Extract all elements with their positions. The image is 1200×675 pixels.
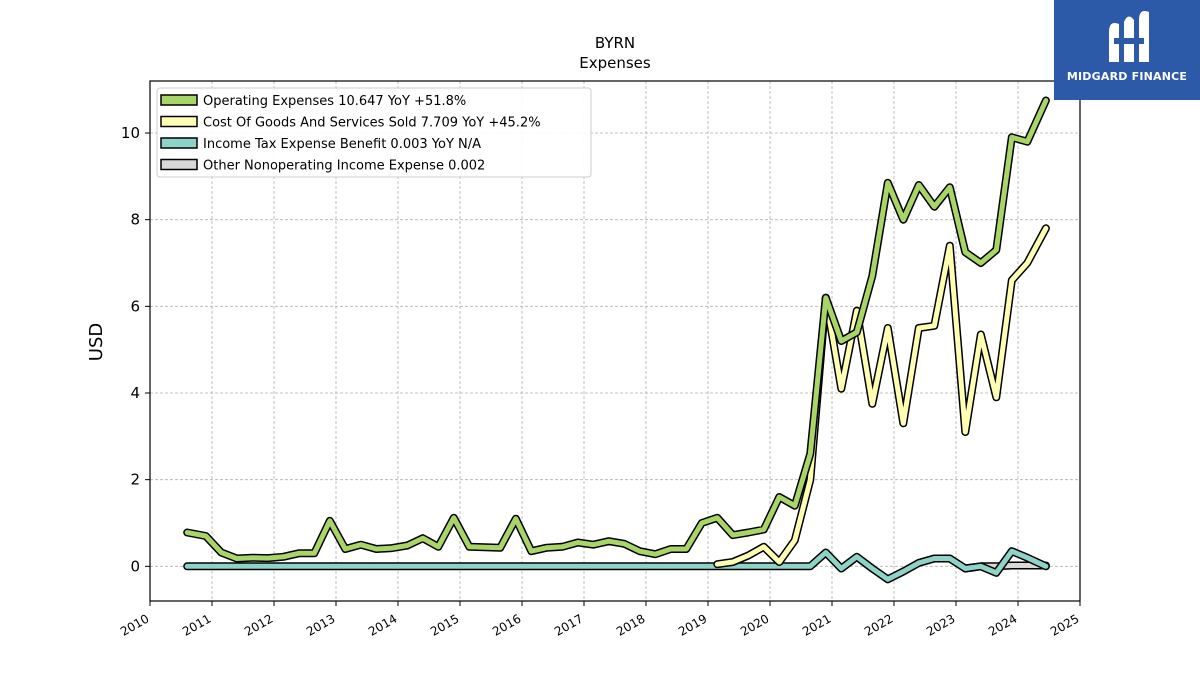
plot-frame [149,80,1081,602]
legend-entry: Cost Of Goods And Services Sold 7.709 Yo… [203,116,541,131]
x-tick-label: 2025 [1048,611,1081,638]
x-tick-label: 2015 [428,611,461,638]
y-tick-label: 8 [130,211,140,229]
legend-entry: Other Nonoperating Income Expense 0.002 [203,159,485,174]
series-stroke [714,225,1049,567]
legend-swatch [160,94,198,106]
y-tick-label: 0 [130,557,140,575]
legend-swatch [160,115,198,128]
x-tick-label: 2010 [118,611,151,638]
chart-title: BYRN [595,34,635,52]
brand-name: MIDGARD FINANCE [1066,70,1188,83]
brand-mark-icon [1109,11,1149,63]
x-tick-label: 2016 [490,611,523,638]
y-tick-label: 10 [121,124,140,142]
x-tick-label: 2022 [862,611,895,638]
series-line-2 [183,547,1050,584]
x-tick-label: 2013 [304,611,337,638]
y-tick-label: 2 [130,471,140,489]
x-tick-label: 2018 [614,611,647,638]
series-layer [183,96,1050,584]
y-tick-label: 4 [130,384,140,402]
series-line-1 [713,224,1050,569]
x-tick-label: 2017 [552,611,585,638]
y-tick-label: 6 [130,297,140,315]
y-axis: 0 2 4 6 8 10 [121,124,150,575]
series-stroke [184,98,1049,561]
x-tick-label: 2019 [676,611,709,638]
series-stroke [184,548,1049,582]
legend-swatch [160,137,198,149]
x-tick-label: 2023 [924,611,957,638]
chart-subtitle: Expenses [579,54,651,72]
x-tick-label: 2012 [242,611,275,638]
x-tick-label: 2020 [738,611,771,638]
y-axis-label: USD [86,323,107,361]
series-line-0 [183,96,1050,563]
x-tick-label: 2014 [366,611,399,638]
legend-box [156,87,592,178]
x-tick-label: 2024 [986,611,1019,638]
x-tick-label: 2011 [180,611,213,638]
x-axis: 2010 2011 2012 2013 2014 2015 2016 2017 2018 2019… [118,601,1082,639]
x-tick-label: 2021 [800,611,833,638]
brand-logo: MIDGARD FINANCE [1054,0,1200,100]
legend-swatch [160,158,198,171]
legend: Operating Expenses 10.647 YoY +51.8% Cost… [156,87,592,178]
legend-entry: Income Tax Expense Benefit 0.003 YoY N/A [203,137,481,152]
legend-entry: Operating Expenses 10.647 YoY +51.8% [203,94,466,109]
